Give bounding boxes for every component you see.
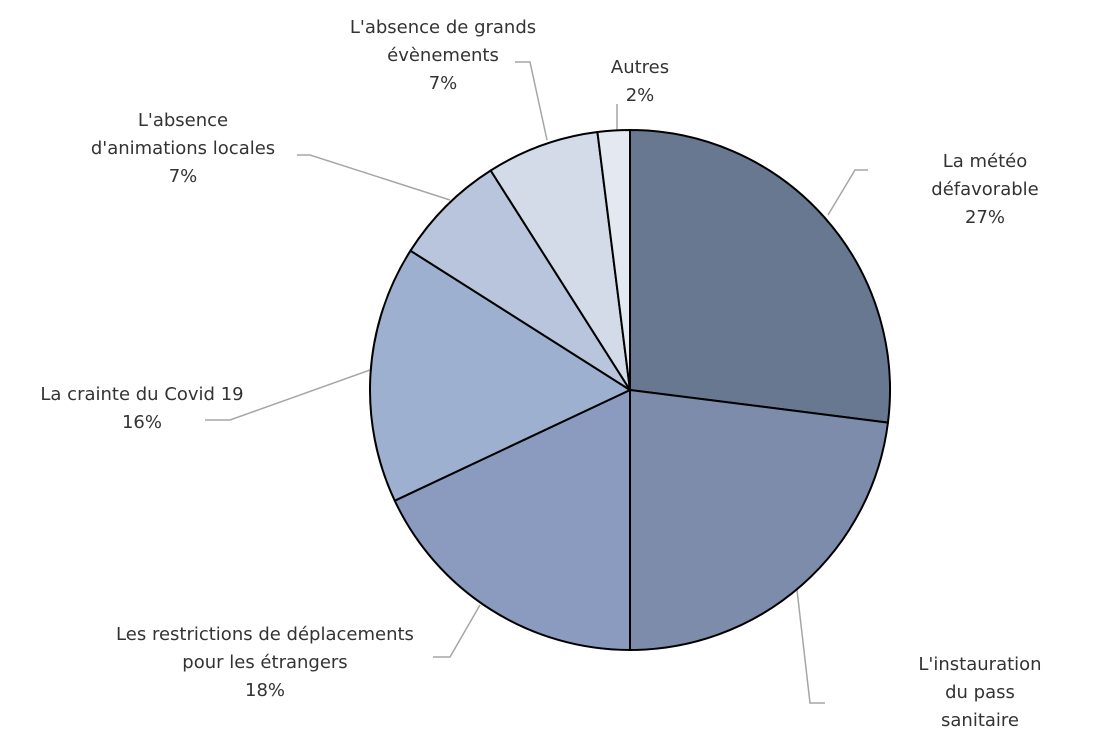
percent-label: 27% — [964, 207, 1005, 228]
percent-label: 7% — [428, 73, 458, 94]
category-name: L'absence de grands évènements — [349, 17, 537, 66]
leader-line — [205, 369, 371, 421]
percent-label: 2% — [625, 85, 655, 106]
pie-slice — [629, 129, 891, 424]
category-name: Autres — [610, 57, 670, 78]
leader-line — [297, 154, 451, 201]
slice-label: L'instauration du pass sanitaire23% — [917, 651, 1044, 731]
category-name: L'instauration du pass sanitaire — [918, 654, 1042, 731]
pie-slice — [393, 389, 631, 651]
pie-slice — [409, 169, 631, 391]
pie-slice — [629, 389, 889, 651]
category-name: L'absence d'animations locales — [90, 110, 276, 159]
pie-slice — [369, 249, 631, 502]
slice-label: La météo défavorable 27% — [924, 148, 1046, 232]
slice-label: Autres 2% — [611, 54, 669, 110]
pie-slice — [596, 129, 631, 391]
leader-line — [515, 61, 548, 141]
slice-label: La crainte du Covid 19 16% — [40, 381, 243, 437]
percent-label: 16% — [121, 412, 162, 433]
pie-slice — [489, 131, 631, 391]
slice-label: Les restrictions de déplacements pour le… — [116, 621, 414, 705]
category-name: La crainte du Covid 19 — [40, 384, 244, 405]
percent-label: 18% — [244, 680, 286, 701]
category-name: La météo défavorable — [931, 151, 1039, 200]
percent-label: 7% — [168, 166, 198, 187]
leader-line — [433, 604, 481, 658]
category-name: Les restrictions de déplacements pour le… — [116, 624, 414, 673]
slice-label: L'absence d'animations locales 7% — [91, 107, 275, 191]
leader-line — [827, 169, 868, 216]
slice-label: L'absence de grands évènements 7% — [350, 14, 536, 98]
leader-line — [796, 589, 825, 704]
